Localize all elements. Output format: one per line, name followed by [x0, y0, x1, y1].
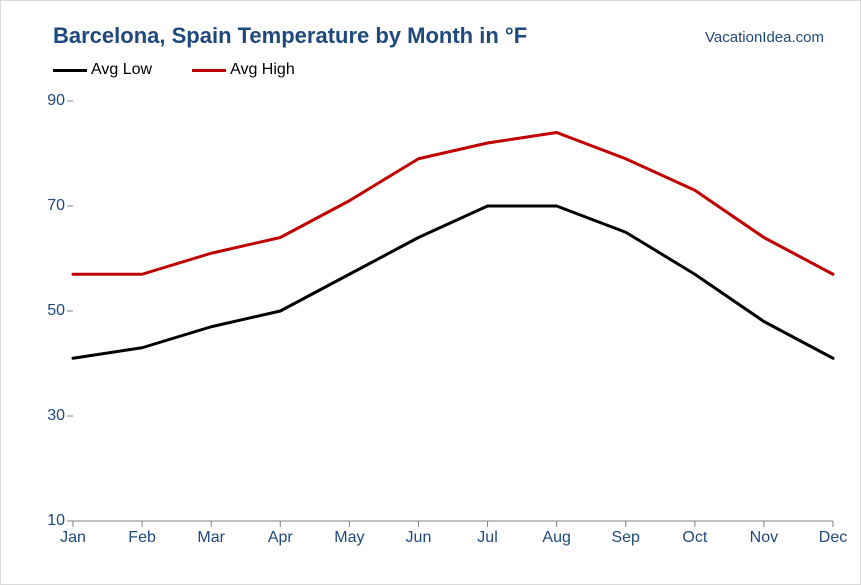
x-axis-label: Aug: [542, 529, 570, 547]
plot-svg: [73, 101, 833, 521]
x-axis-label: Jul: [477, 529, 497, 547]
x-axis-label: Sep: [611, 529, 639, 547]
legend-item-low: Avg Low: [53, 61, 152, 79]
series-line: [73, 206, 833, 358]
y-axis-label: 70: [47, 197, 65, 215]
y-axis-label: 50: [47, 302, 65, 320]
x-axis-label: Feb: [128, 529, 156, 547]
legend-label-low: Avg Low: [91, 61, 152, 79]
x-axis-label: Oct: [682, 529, 707, 547]
series-line: [73, 133, 833, 275]
x-axis-label: Apr: [268, 529, 293, 547]
chart-source: VacationIdea.com: [705, 29, 824, 46]
legend-swatch-low: [53, 69, 87, 72]
legend-item-high: Avg High: [192, 61, 295, 79]
plot-area: 1030507090JanFebMarAprMayJunJulAugSepOct…: [73, 101, 833, 521]
y-axis-label: 90: [47, 92, 65, 110]
x-axis-label: Jan: [60, 529, 86, 547]
chart-title: Barcelona, Spain Temperature by Month in…: [53, 23, 527, 49]
x-axis-label: Nov: [750, 529, 778, 547]
legend: Avg Low Avg High: [53, 61, 295, 79]
x-axis-label: Jun: [406, 529, 432, 547]
y-axis-label: 10: [47, 512, 65, 530]
legend-label-high: Avg High: [230, 61, 295, 79]
legend-swatch-high: [192, 69, 226, 72]
x-axis-label: Mar: [197, 529, 225, 547]
x-axis-label: May: [334, 529, 364, 547]
y-axis-label: 30: [47, 407, 65, 425]
x-axis-label: Dec: [819, 529, 847, 547]
chart-container: Barcelona, Spain Temperature by Month in…: [0, 0, 861, 585]
